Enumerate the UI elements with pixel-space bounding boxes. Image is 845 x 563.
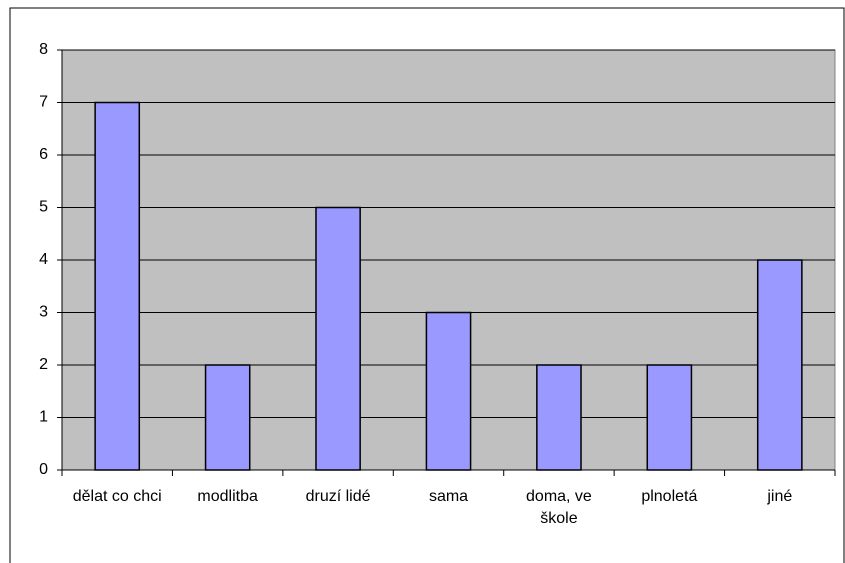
x-tick-label: plnoletá — [641, 488, 698, 505]
y-tick-label: 2 — [39, 356, 48, 373]
x-tick-label: sama — [428, 488, 469, 505]
chart-frame — [9, 7, 845, 563]
bar — [756, 259, 803, 471]
x-tick-label: modlitba — [197, 488, 258, 505]
bar — [315, 206, 361, 471]
bar — [646, 364, 693, 471]
bar — [536, 364, 582, 471]
x-tick-label: jiné — [767, 488, 793, 505]
y-tick-label: 1 — [39, 409, 48, 426]
x-tick-label: doma, ve škole — [526, 488, 592, 527]
y-tick-label: 6 — [39, 146, 48, 163]
y-tick-label: 5 — [39, 199, 48, 216]
bar — [204, 364, 251, 471]
y-tick-label: 7 — [39, 94, 48, 111]
bar — [94, 101, 141, 471]
y-tick-label: 3 — [39, 304, 48, 321]
y-tick-label: 4 — [39, 251, 48, 268]
y-tick-label: 8 — [39, 41, 48, 58]
y-tick-label: 0 — [39, 461, 48, 478]
x-tick-label: dělat co chci — [72, 488, 162, 505]
bar — [425, 311, 472, 471]
x-tick-label: druzí lidé — [305, 488, 371, 505]
